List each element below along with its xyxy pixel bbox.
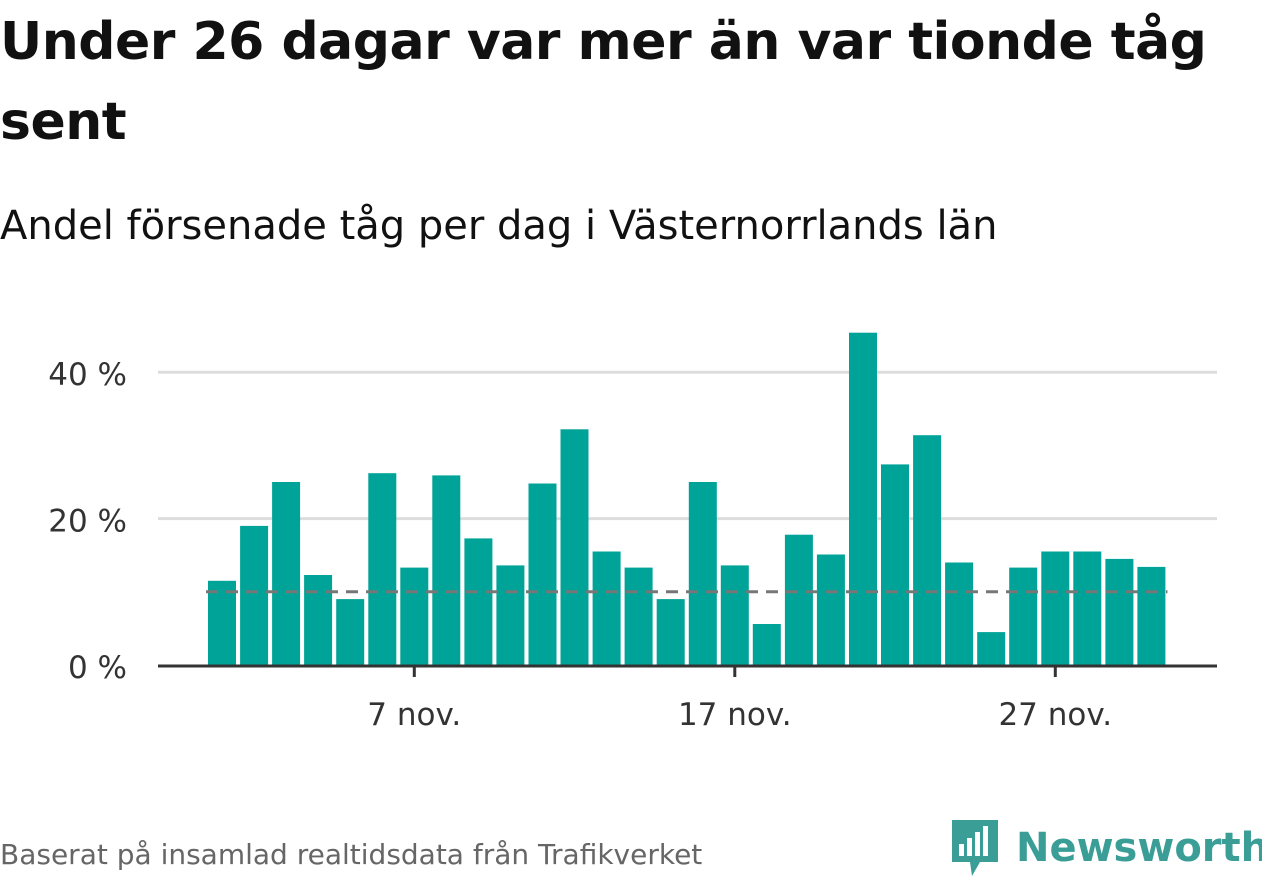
bar — [496, 565, 525, 665]
bar — [400, 567, 429, 665]
bar — [720, 565, 749, 665]
brand-logo[interactable]: Newsworthy — [950, 816, 1262, 880]
bar — [784, 534, 813, 665]
bar — [336, 599, 365, 665]
bar — [240, 525, 269, 665]
x-tick-label: 7 nov. — [367, 697, 461, 733]
bar — [1137, 566, 1166, 665]
y-tick-label: 40 % — [48, 357, 127, 393]
bar — [913, 435, 942, 665]
bar — [304, 575, 333, 665]
bar — [432, 475, 461, 665]
x-tick-label: 27 nov. — [998, 697, 1112, 733]
bar — [1041, 551, 1070, 665]
bar — [816, 554, 845, 665]
bar — [208, 580, 236, 665]
bar — [688, 482, 717, 665]
bars — [208, 332, 1166, 665]
source-note: Baserat på insamlad realtidsdata från Tr… — [0, 838, 703, 871]
bar — [272, 482, 301, 665]
bar — [464, 538, 493, 665]
bar — [560, 429, 589, 665]
chart-title: Under 26 dagar var mer än var tionde tåg… — [0, 12, 1207, 152]
bar — [977, 632, 1006, 665]
y-tick-label: 0 % — [68, 650, 127, 686]
y-tick-label: 20 % — [48, 504, 127, 540]
bar — [656, 599, 685, 665]
bar — [945, 562, 974, 665]
brand-name: Newsworthy — [1016, 825, 1262, 871]
gridlines — [158, 370, 1217, 521]
newsworthy-logo-icon — [952, 820, 998, 876]
chart-subtitle: Andel försenade tåg per dag i Västernorr… — [0, 203, 998, 249]
axes: 0 % 20 % 40 % 7 nov. 17 nov. 27 nov. — [48, 357, 1217, 733]
bar — [1105, 558, 1134, 665]
x-tick-label: 17 nov. — [678, 697, 792, 733]
bar — [1073, 551, 1102, 665]
bar — [528, 483, 557, 665]
bar — [624, 567, 653, 665]
bar — [368, 473, 397, 665]
bar — [752, 624, 781, 665]
bar-chart: 0 % 20 % 40 % 7 nov. 17 nov. 27 nov. — [48, 332, 1217, 733]
bar — [849, 332, 877, 665]
bar — [592, 551, 621, 665]
bar — [1009, 567, 1038, 665]
bar — [881, 464, 909, 665]
